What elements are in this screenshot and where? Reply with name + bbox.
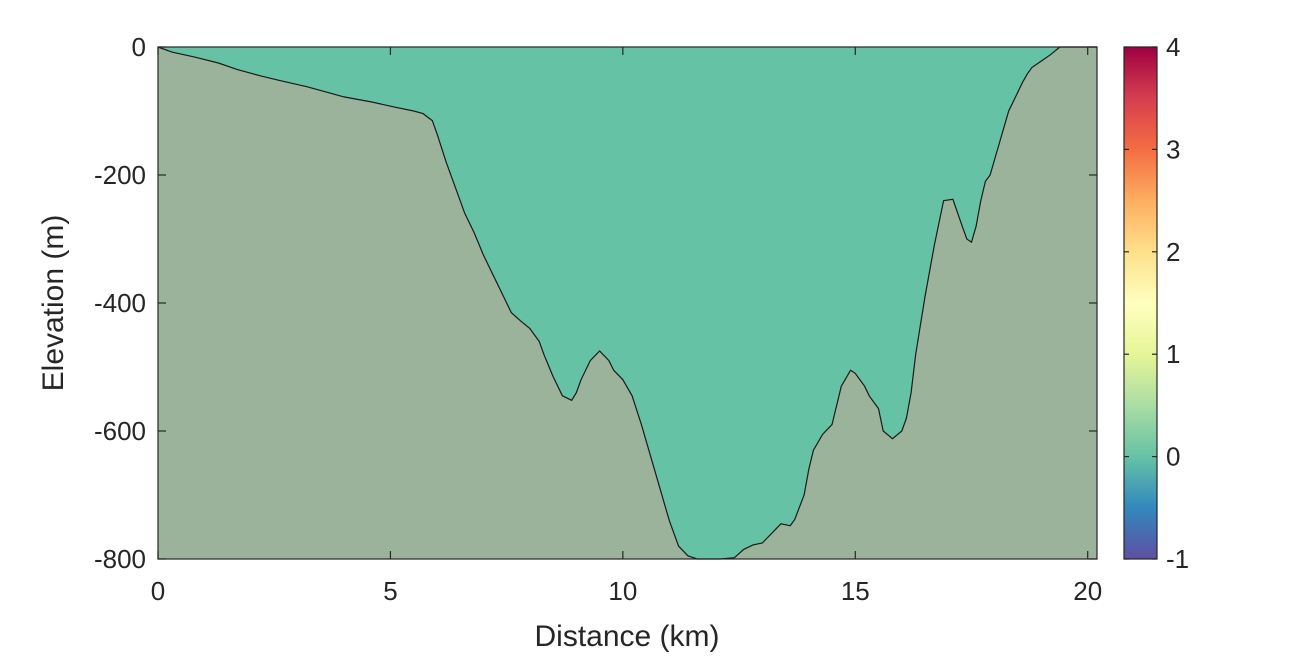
x-tick-label: 0 xyxy=(151,576,165,606)
y-axis-label: Elevation (m) xyxy=(37,215,70,392)
y-tick-label: -200 xyxy=(94,160,146,190)
colorbar-tick-label: 1 xyxy=(1166,339,1180,369)
y-tick-label: 0 xyxy=(132,32,146,62)
colorbar-tick-label: 2 xyxy=(1166,237,1180,267)
y-axis-ticks: 0 -200 -400 -600 -800 xyxy=(94,32,1097,574)
seabed-fill xyxy=(158,47,1097,559)
y-tick-label: -800 xyxy=(94,544,146,574)
colorbar-tick-label: 3 xyxy=(1166,134,1180,164)
colorbar-ticks: -1 0 1 2 3 4 xyxy=(1124,32,1189,574)
colorbar: -1 0 1 2 3 4 xyxy=(1123,32,1189,574)
y-tick-label: -600 xyxy=(94,416,146,446)
x-tick-label: 15 xyxy=(841,576,870,606)
x-axis-label: Distance (km) xyxy=(534,620,719,653)
x-tick-label: 10 xyxy=(608,576,637,606)
x-tick-label: 5 xyxy=(383,576,397,606)
colorbar-tick-label: 0 xyxy=(1166,442,1180,472)
colorbar-gradient xyxy=(1123,46,1158,560)
x-tick-label: 20 xyxy=(1073,576,1102,606)
colorbar-tick-label: 4 xyxy=(1166,32,1180,62)
y-tick-label: -400 xyxy=(94,288,146,318)
colorbar-tick-label: -1 xyxy=(1166,544,1189,574)
seabed-profile-line xyxy=(157,46,1097,560)
x-axis-ticks: 0 5 10 15 20 xyxy=(151,47,1102,606)
